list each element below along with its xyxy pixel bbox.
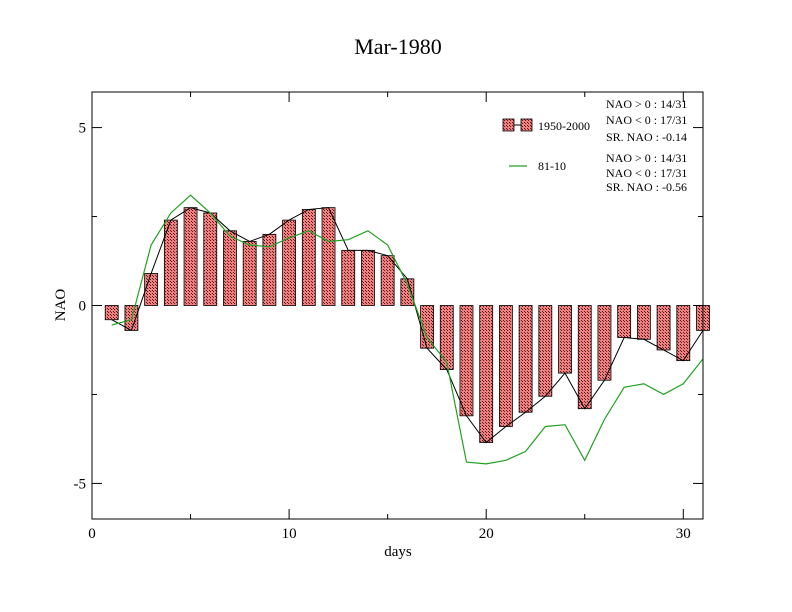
bar-day-6	[203, 212, 218, 306]
bar-day-27	[617, 305, 632, 338]
y-tick-label: -5	[74, 476, 87, 492]
legend-stat-8110-sr-nao: SR. NAO : -0.56	[606, 180, 687, 194]
legend-label-1950-2000: 1950-2000	[538, 119, 590, 133]
bar-day-5	[183, 207, 198, 306]
bar-day-21	[498, 305, 513, 427]
bar-day-3	[144, 273, 159, 306]
bar-day-19	[459, 305, 474, 417]
bar-day-1	[104, 305, 119, 321]
bar-day-28	[636, 305, 651, 340]
x-tick-label: 20	[479, 526, 494, 542]
bar-day-23	[538, 305, 553, 397]
legend-bar-swatch-right	[520, 118, 533, 132]
legend-stat-1950-nao-pos: NAO > 0 : 14/31	[606, 97, 687, 111]
x-tick-label: 30	[676, 526, 691, 542]
line-81-10	[111, 194, 704, 465]
bar-day-7	[223, 230, 237, 306]
bar-day-16	[400, 278, 415, 306]
bar-day-29	[656, 305, 671, 351]
legend-bar-swatch-left	[502, 118, 515, 132]
bar-day-24	[558, 305, 572, 374]
bar-day-25	[577, 305, 592, 410]
bar-series-1950-2000	[104, 207, 710, 443]
bar-day-13	[341, 249, 356, 306]
bar-day-18	[439, 305, 454, 370]
line-1950-2000-outline	[111, 207, 704, 444]
x-axis-label: days	[384, 544, 412, 560]
bar-day-12	[321, 207, 336, 306]
bar-day-26	[597, 305, 612, 381]
bar-day-11	[301, 209, 316, 306]
bar-day-10	[282, 219, 297, 306]
x-tick-label: 10	[282, 526, 297, 542]
bar-day-8	[242, 241, 257, 306]
legend-stat-8110-nao-pos: NAO > 0 : 14/31	[606, 151, 687, 165]
y-tick-label: 0	[79, 299, 87, 315]
line-series	[111, 194, 704, 465]
legend-stat-8110-nao-neg: NAO < 0 : 17/31	[606, 166, 687, 180]
axis-ticks: 0 10 20 30 -5 0 5	[74, 92, 703, 542]
bar-day-20	[479, 305, 494, 443]
bar-day-14	[361, 249, 375, 306]
y-tick-label: 5	[79, 121, 87, 137]
x-tick-label: 0	[88, 526, 96, 542]
legend-stat-1950-nao-neg: NAO < 0 : 17/31	[606, 113, 687, 127]
chart-title: Mar-1980	[354, 34, 442, 59]
bar-day-22	[518, 305, 533, 413]
bar-day-15	[380, 255, 395, 306]
legend-stat-1950-sr-nao: SR. NAO : -0.14	[606, 130, 687, 144]
legend-label-81-10: 81-10	[538, 159, 566, 173]
y-axis-label: NAO	[53, 289, 69, 322]
bar-day-30	[676, 305, 691, 362]
legend: 1950-2000 81-10 NAO > 0 : 14/31 NAO < 0 …	[502, 97, 687, 194]
